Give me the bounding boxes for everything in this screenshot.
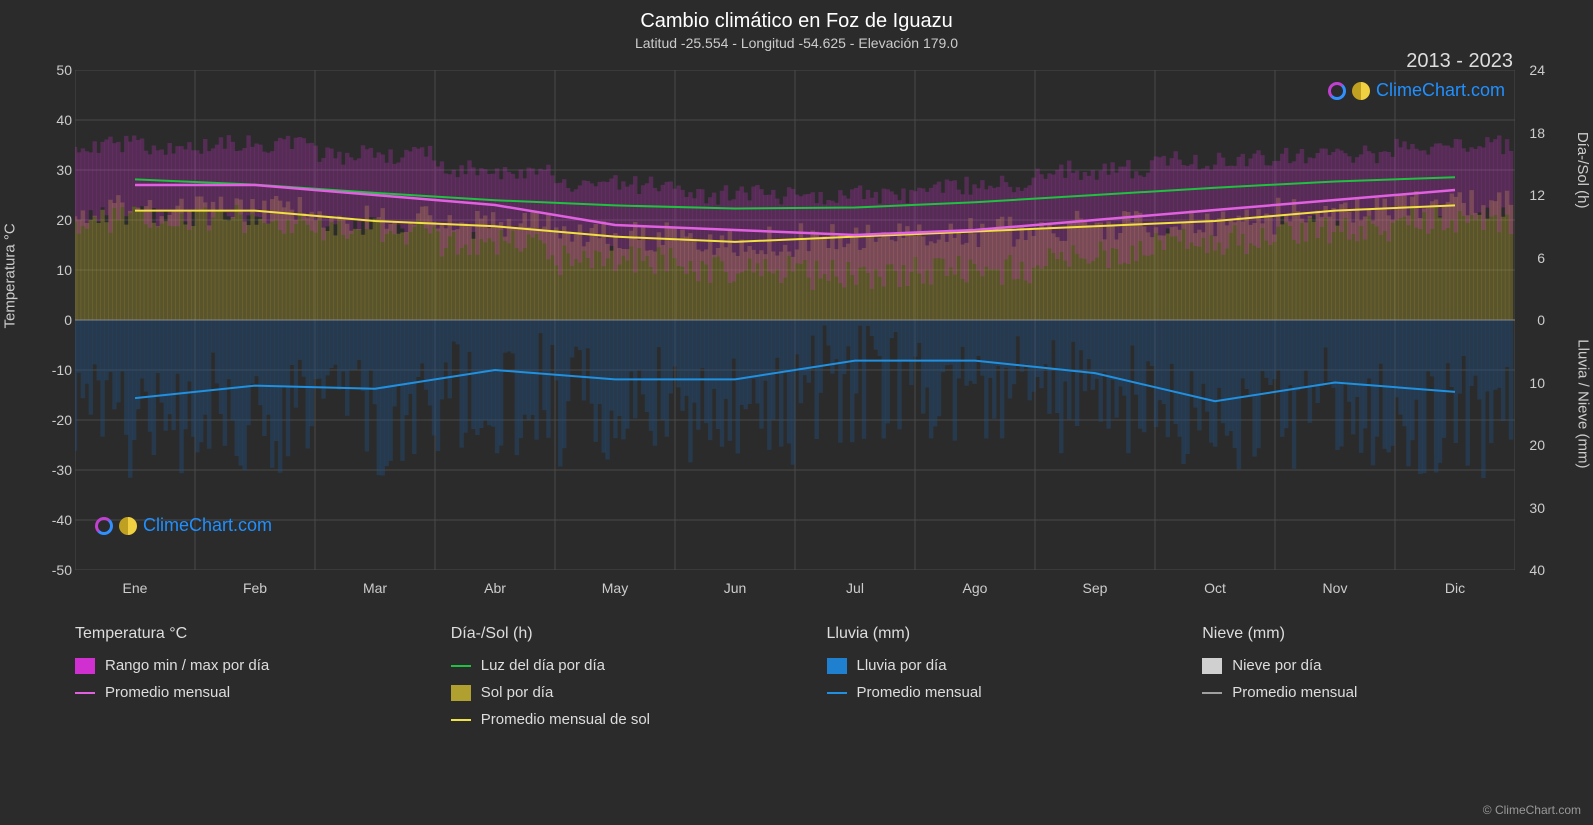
legend-item-label: Promedio mensual xyxy=(105,684,230,701)
legend-line-icon xyxy=(75,692,95,694)
y-tick-right: 24 xyxy=(1529,62,1545,78)
legend-swatch-icon xyxy=(1202,658,1222,674)
y-tick-left: 10 xyxy=(48,262,72,278)
y-axis-right-top-label: Día-/Sol (h) xyxy=(1575,132,1592,209)
legend-header: Lluvia (mm) xyxy=(827,625,1143,643)
legend-item: Luz del día por día xyxy=(451,657,767,674)
y-tick-right: 30 xyxy=(1529,500,1545,516)
chart-subtitle: Latitud -25.554 - Longitud -54.625 - Ele… xyxy=(0,35,1593,51)
y-axis-right-bottom-label: Lluvia / Nieve (mm) xyxy=(1575,339,1592,468)
legend-item-label: Sol por día xyxy=(481,684,554,701)
x-tick-month: Nov xyxy=(1323,580,1348,596)
y-tick-left: -40 xyxy=(48,512,72,528)
legend: Temperatura °C Rango min / max por día Pro… xyxy=(75,625,1518,738)
legend-item-label: Rango min / max por día xyxy=(105,657,269,674)
chart-title: Cambio climático en Foz de Iguazu xyxy=(0,10,1593,33)
y-tick-left: 40 xyxy=(48,112,72,128)
y-tick-left: -20 xyxy=(48,412,72,428)
y-tick-left: 50 xyxy=(48,62,72,78)
y-tick-right: 6 xyxy=(1537,250,1545,266)
x-tick-month: May xyxy=(602,580,628,596)
y-tick-right: 20 xyxy=(1529,437,1545,453)
legend-swatch-icon xyxy=(75,658,95,674)
watermark-bottom: ClimeChart.com xyxy=(95,515,272,536)
copyright: © ClimeChart.com xyxy=(1483,803,1581,817)
legend-item-label: Promedio mensual de sol xyxy=(481,711,650,728)
legend-line-icon xyxy=(451,665,471,667)
watermark-text: ClimeChart.com xyxy=(143,515,272,536)
logo-c-icon xyxy=(1328,82,1346,100)
x-tick-month: Sep xyxy=(1083,580,1108,596)
legend-item: Promedio mensual xyxy=(75,684,391,701)
x-tick-month: Ago xyxy=(963,580,988,596)
x-tick-month: Abr xyxy=(484,580,506,596)
y-tick-right: 18 xyxy=(1529,125,1545,141)
x-tick-month: Ene xyxy=(123,580,148,596)
legend-item: Lluvia por día xyxy=(827,657,1143,674)
logo-sun-icon xyxy=(119,517,137,535)
x-tick-month: Jun xyxy=(724,580,747,596)
legend-swatch-icon xyxy=(827,658,847,674)
y-tick-right: 40 xyxy=(1529,562,1545,578)
legend-header: Temperatura °C xyxy=(75,625,391,643)
legend-item: Rango min / max por día xyxy=(75,657,391,674)
legend-item-label: Promedio mensual xyxy=(857,684,982,701)
legend-item: Nieve por día xyxy=(1202,657,1518,674)
legend-item-label: Lluvia por día xyxy=(857,657,947,674)
y-tick-right: 10 xyxy=(1529,375,1545,391)
legend-item-label: Luz del día por día xyxy=(481,657,605,674)
chart-plot-area xyxy=(75,70,1515,570)
legend-header: Nieve (mm) xyxy=(1202,625,1518,643)
x-tick-month: Feb xyxy=(243,580,267,596)
legend-line-icon xyxy=(1202,692,1222,694)
watermark-text: ClimeChart.com xyxy=(1376,80,1505,101)
logo-c-icon xyxy=(95,517,113,535)
legend-item: Sol por día xyxy=(451,684,767,701)
y-tick-left: 0 xyxy=(48,312,72,328)
legend-line-icon xyxy=(451,719,471,721)
logo-sun-icon xyxy=(1352,82,1370,100)
x-tick-month: Mar xyxy=(363,580,387,596)
legend-header: Día-/Sol (h) xyxy=(451,625,767,643)
y-tick-left: -10 xyxy=(48,362,72,378)
y-tick-right: 12 xyxy=(1529,187,1545,203)
y-tick-right: 0 xyxy=(1537,312,1545,328)
y-axis-left-label: Temperatura °C xyxy=(2,223,19,328)
legend-item: Promedio mensual xyxy=(827,684,1143,701)
x-tick-month: Oct xyxy=(1204,580,1226,596)
x-tick-month: Dic xyxy=(1445,580,1465,596)
x-tick-month: Jul xyxy=(846,580,864,596)
chart-svg xyxy=(75,70,1515,570)
legend-column: Nieve (mm) Nieve por día Promedio mensual xyxy=(1202,625,1518,738)
legend-item-label: Nieve por día xyxy=(1232,657,1321,674)
legend-item-label: Promedio mensual xyxy=(1232,684,1357,701)
y-tick-left: 20 xyxy=(48,212,72,228)
legend-column: Temperatura °C Rango min / max por día Pro… xyxy=(75,625,391,738)
y-tick-left: 30 xyxy=(48,162,72,178)
y-tick-left: -30 xyxy=(48,462,72,478)
y-tick-left: -50 xyxy=(48,562,72,578)
legend-item: Promedio mensual xyxy=(1202,684,1518,701)
legend-line-icon xyxy=(827,692,847,694)
legend-item: Promedio mensual de sol xyxy=(451,711,767,728)
legend-column: Día-/Sol (h) Luz del día por día Sol por d… xyxy=(451,625,767,738)
legend-swatch-icon xyxy=(451,685,471,701)
watermark-top: ClimeChart.com xyxy=(1328,80,1505,101)
legend-column: Lluvia (mm) Lluvia por día Promedio mensua… xyxy=(827,625,1143,738)
